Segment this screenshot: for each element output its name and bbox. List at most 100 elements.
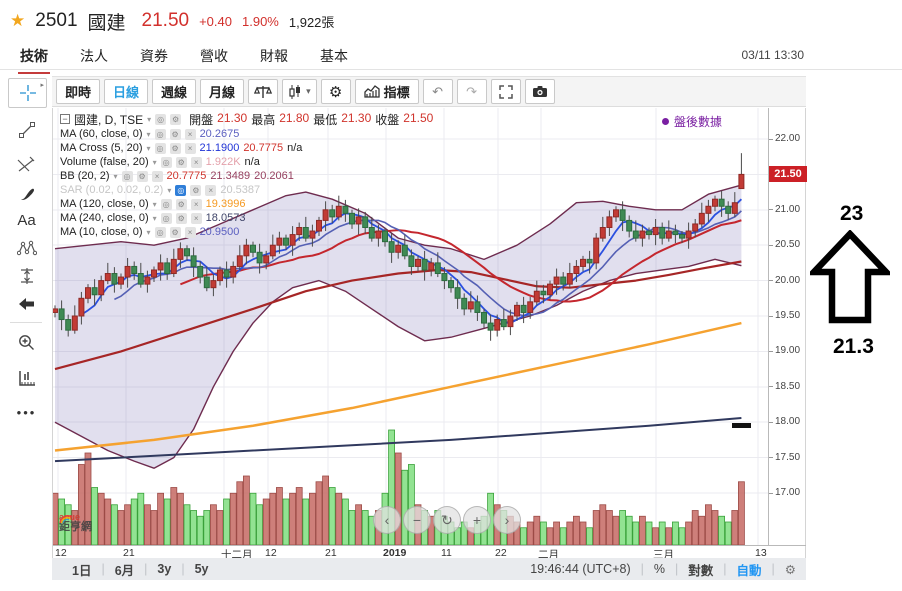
measure-projection-tool-button[interactable] <box>8 262 45 290</box>
zoom-in-tool-button[interactable] <box>8 328 45 356</box>
remove-indicator-icon[interactable]: × <box>151 170 163 182</box>
settings-gear-icon[interactable]: ⚙ <box>169 142 181 154</box>
indicator-row[interactable]: BB (20, 2) ▾ ◎ ⚙ × 20.7775 21.3489 20.2061 <box>60 169 433 183</box>
chevron-down-icon[interactable]: ▾ <box>152 213 157 223</box>
visibility-eye-icon[interactable]: ◎ <box>175 184 187 196</box>
indicator-row[interactable]: MA (240, close, 0) ▾ ◎ ⚙ × 18.0573 <box>60 211 433 225</box>
fullscreen-button[interactable] <box>490 79 521 104</box>
zoom-out-button[interactable]: − <box>403 506 431 534</box>
remove-indicator-icon[interactable]: × <box>184 128 196 140</box>
chevron-down-icon[interactable]: ▾ <box>167 185 172 195</box>
period-button-即時[interactable]: 即時 <box>56 79 101 104</box>
trendline-tool-button[interactable] <box>8 116 45 144</box>
visibility-eye-icon[interactable]: ◎ <box>154 128 166 140</box>
settings-gear-icon[interactable]: ⚙ <box>136 170 148 182</box>
more-tools-button[interactable]: ••• <box>16 404 37 420</box>
left-arrow-icon <box>18 298 34 310</box>
scroll-left-button[interactable]: ‹ <box>373 506 401 534</box>
chevron-down-icon[interactable]: ▾ <box>152 199 157 209</box>
remove-indicator-icon[interactable]: × <box>184 142 196 154</box>
measure-ruler-tool-button[interactable] <box>8 364 45 392</box>
date-axis[interactable]: 12 21 十二月 12 21 2019 11 22 二月 三月 13 <box>53 545 806 561</box>
remove-indicator-icon[interactable]: × <box>184 226 196 238</box>
tab-法人[interactable]: 法人 <box>80 48 108 64</box>
visibility-eye-icon[interactable]: ◎ <box>155 113 167 125</box>
arrow-marker-tool-button[interactable] <box>8 290 45 318</box>
undo-button[interactable]: ↶ <box>422 79 453 104</box>
chevron-down-icon[interactable]: ▾ <box>113 171 118 181</box>
auto-scale-button[interactable]: 自動 <box>736 563 762 578</box>
crosshair-tool-button[interactable]: ▸ <box>8 78 47 108</box>
snapshot-button[interactable] <box>524 79 555 104</box>
range-button-1日[interactable]: 1日 <box>72 563 92 578</box>
settings-gear-icon[interactable]: ⚙ <box>190 184 202 196</box>
visibility-eye-icon[interactable]: ◎ <box>160 198 172 210</box>
chart-style-button[interactable]: ▾ <box>282 79 317 104</box>
remove-indicator-icon[interactable]: × <box>190 212 202 224</box>
bottom-toolbar: 1日 | 6月 | 3y | 5y 19:46:44 (UTC+8) | % | 對數 | … <box>52 558 806 580</box>
visibility-eye-icon[interactable]: ◎ <box>154 142 166 154</box>
settings-gear-icon[interactable]: ⚙ <box>175 212 187 224</box>
indicator-row[interactable]: Volume (false, 20) ▾ ◎ ⚙ × 1.922K n/a <box>60 155 433 169</box>
favorite-star-icon[interactable]: ★ <box>10 11 26 30</box>
range-button-3y[interactable]: 3y <box>157 562 172 576</box>
redo-button[interactable]: ↷ <box>456 79 487 104</box>
visibility-eye-icon[interactable]: ◎ <box>160 212 172 224</box>
settings-gear-icon[interactable]: ⚙ <box>175 156 187 168</box>
after-hours-legend: 盤後數據 <box>661 113 722 130</box>
remove-indicator-icon[interactable]: × <box>190 198 202 210</box>
indicator-row[interactable]: MA (10, close, 0) ▾ ◎ ⚙ × 20.9500 <box>60 225 433 239</box>
chevron-down-icon[interactable]: ▾ <box>146 227 151 237</box>
log-scale-button[interactable]: 對數 <box>688 563 714 578</box>
pitchfork-tool-button[interactable] <box>8 150 45 178</box>
chevron-down-icon[interactable]: ▾ <box>146 129 151 139</box>
indicator-row[interactable]: MA Cross (5, 20) ▾ ◎ ⚙ × 21.1900 20.7775 n/a <box>60 141 433 155</box>
price-axis[interactable]: 22.00 21.50 21.00 20.50 20.00 19.50 19.00 18.50… <box>768 108 807 545</box>
period-button-月線[interactable]: 月線 <box>200 79 245 104</box>
period-button-週線[interactable]: 週線 <box>152 79 197 104</box>
chevron-down-icon[interactable]: ▾ <box>152 157 157 167</box>
indicators-button[interactable]: 指標 <box>354 79 419 104</box>
settings-gear-icon[interactable]: ⚙ <box>169 128 181 140</box>
symbol-legend-row[interactable]: − 國建, D, TSE ▾ ◎ ⚙ 開盤 21.30 最高 21.80 最低 21.30… <box>60 111 433 127</box>
settings-gear-icon[interactable]: ⚙ <box>170 113 182 125</box>
settings-gear-icon[interactable]: ⚙ <box>175 198 187 210</box>
zoom-in-button[interactable]: + <box>463 506 491 534</box>
scroll-right-button[interactable]: › <box>493 506 521 534</box>
visibility-eye-icon[interactable]: ◎ <box>154 226 166 238</box>
chart-settings-button[interactable]: ⚙ <box>320 79 351 104</box>
trendline-icon <box>18 122 35 138</box>
compare-scale-button[interactable] <box>248 79 279 104</box>
tab-基本[interactable]: 基本 <box>320 48 348 64</box>
indicator-row[interactable]: MA (120, close, 0) ▾ ◎ ⚙ × 19.3996 <box>60 197 433 211</box>
visibility-eye-icon[interactable]: ◎ <box>121 170 133 182</box>
reset-view-button[interactable]: ↻ <box>433 506 461 534</box>
range-button-6月[interactable]: 6月 <box>114 563 135 578</box>
chevron-down-icon[interactable]: ▾ <box>147 114 152 124</box>
tab-財報[interactable]: 財報 <box>260 48 288 64</box>
period-button-日線[interactable]: 日線 <box>104 79 149 104</box>
collapse-legend-icon[interactable]: − <box>60 114 70 124</box>
visibility-eye-icon[interactable]: ◎ <box>160 156 172 168</box>
indicator-label: BB (20, 2) <box>60 170 110 182</box>
remove-indicator-icon[interactable]: × <box>205 184 217 196</box>
tab-營收[interactable]: 營收 <box>200 48 228 64</box>
indicator-value: 21.1900 <box>199 142 240 154</box>
brush-tool-button[interactable] <box>8 180 45 208</box>
indicator-row[interactable]: MA (60, close, 0) ▾ ◎ ⚙ × 20.2675 <box>60 127 433 141</box>
pattern-tool-button[interactable] <box>8 234 45 262</box>
tab-資券[interactable]: 資券 <box>140 48 168 64</box>
percent-scale-button[interactable]: % <box>653 562 665 576</box>
text-tool-button[interactable]: Aa <box>17 211 36 229</box>
chevron-down-icon[interactable]: ▾ <box>146 143 151 153</box>
tab-技術[interactable]: 技術 <box>18 42 50 74</box>
price-plot-area[interactable]: − 國建, D, TSE ▾ ◎ ⚙ 開盤 21.30 最高 21.80 最低 21.30… <box>53 108 768 545</box>
indicator-row[interactable]: SAR (0.02, 0.02, 0.2) ▾ ◎ ⚙ × 20.5387 <box>60 183 433 197</box>
brush-icon <box>20 188 34 200</box>
axis-settings-gear-icon[interactable]: ⚙ <box>784 562 796 577</box>
settings-gear-icon[interactable]: ⚙ <box>169 226 181 238</box>
indicator-value: 20.7775 <box>166 170 207 182</box>
remove-indicator-icon[interactable]: × <box>190 156 202 168</box>
range-button-5y[interactable]: 5y <box>194 562 209 576</box>
watermark: anue 鉅亨網 <box>59 512 92 533</box>
